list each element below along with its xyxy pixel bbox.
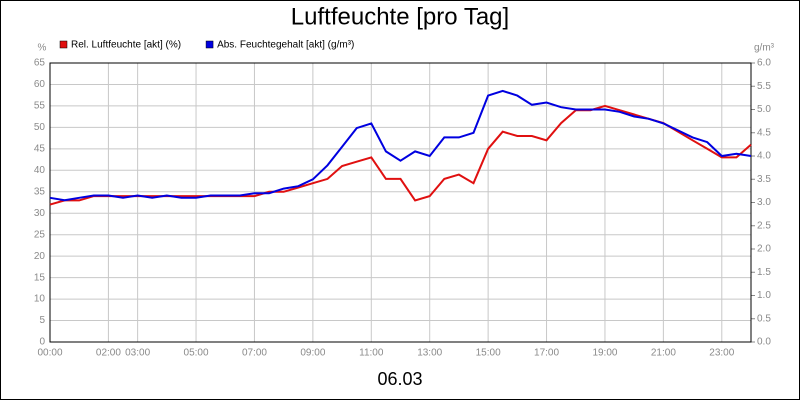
legend-swatch — [205, 40, 214, 49]
y2-axis-label: g/m³ — [754, 43, 775, 54]
y-tick-label: 55 — [34, 101, 46, 112]
y-tick-label: 10 — [34, 294, 46, 305]
y2-tick-label: 5.0 — [757, 104, 771, 115]
y2-tick-label: 3.5 — [757, 174, 771, 185]
x-tick-label: 00:00 — [37, 348, 62, 359]
legend-swatch — [59, 40, 68, 49]
plot-area — [49, 62, 752, 343]
y-tick-label: 20 — [34, 251, 46, 262]
legend-label: Abs. Feuchtegehalt [akt] (g/m³) — [217, 40, 354, 51]
y2-tick-label: 2.5 — [757, 220, 771, 231]
y2-tick-label: 0.5 — [757, 313, 771, 324]
x-tick-label: 17:00 — [534, 348, 559, 359]
y2-tick-label: 5.5 — [757, 81, 771, 92]
x-tick-label: 11:00 — [359, 348, 384, 359]
y2-tick-label: 4.5 — [757, 127, 771, 138]
y-tick-label: 35 — [34, 186, 46, 197]
y-tick-label: 25 — [34, 229, 46, 240]
y2-tick-label: 3.0 — [757, 197, 771, 208]
chart-title: Luftfeuchte [pro Tag] — [291, 3, 509, 30]
y-tick-label: 45 — [34, 143, 46, 154]
x-tick-label: 15:00 — [476, 348, 501, 359]
y2-tick-label: 6.0 — [757, 58, 771, 69]
y-tick-label: 60 — [34, 79, 46, 90]
x-tick-label: 21:00 — [651, 348, 676, 359]
x-axis-label: 06.03 — [377, 369, 422, 389]
y-tick-label: 5 — [39, 315, 45, 326]
y2-tick-label: 0.0 — [757, 337, 771, 348]
y-tick-label: 30 — [34, 208, 46, 219]
y2-tick-label: 1.5 — [757, 267, 771, 278]
x-tick-label: 09:00 — [300, 348, 325, 359]
x-tick-label: 19:00 — [592, 348, 617, 359]
y2-tick-label: 2.0 — [757, 244, 771, 255]
y-axis-label: % — [38, 43, 47, 54]
y-tick-label: 65 — [34, 58, 46, 69]
x-tick-label: 23:00 — [709, 348, 734, 359]
y2-tick-label: 1.0 — [757, 290, 771, 301]
x-tick-label: 07:00 — [242, 348, 267, 359]
x-tick-label: 13:00 — [417, 348, 442, 359]
y-tick-label: 0 — [39, 337, 45, 348]
x-tick-label: 02:00 — [96, 348, 121, 359]
y2-tick-label: 4.0 — [757, 151, 771, 162]
legend-label: Rel. Luftfeuchte [akt] (%) — [71, 40, 181, 51]
y-tick-label: 40 — [34, 165, 46, 176]
y-tick-label: 15 — [34, 272, 46, 283]
data-line — [49, 89, 752, 202]
x-tick-label: 05:00 — [184, 348, 209, 359]
y-tick-label: 50 — [34, 122, 46, 133]
x-tick-label: 03:00 — [125, 348, 150, 359]
